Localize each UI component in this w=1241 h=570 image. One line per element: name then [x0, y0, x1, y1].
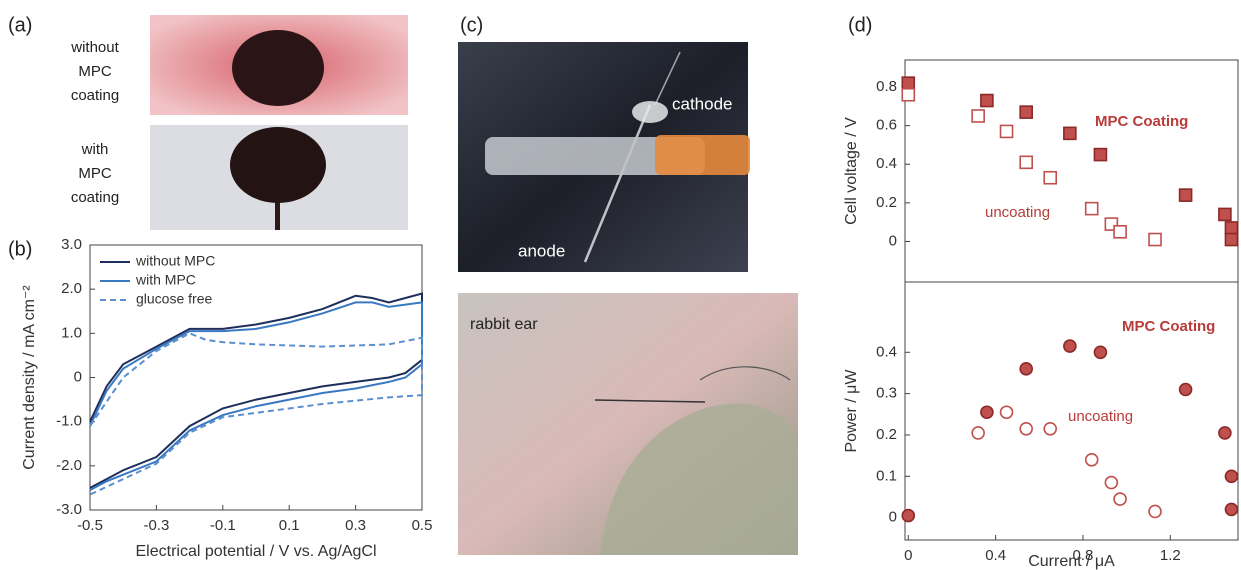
- point: [1020, 363, 1032, 375]
- y-axis-label: Cell voltage / V: [843, 117, 860, 225]
- photo-annotation: cathode: [672, 94, 733, 113]
- x-tick-label: 1.2: [1160, 547, 1181, 564]
- point: [902, 89, 914, 101]
- y-tick-label: 0.2: [876, 426, 897, 443]
- electrode-dark: [232, 30, 324, 106]
- y-tick-label: 0.3: [876, 385, 897, 402]
- electrode-dark: [230, 127, 326, 203]
- caption-line: MPC: [78, 63, 112, 80]
- caption-line: MPC: [78, 165, 112, 182]
- photo-c: [458, 42, 798, 555]
- photo-annotation: rabbit ear: [470, 316, 538, 333]
- y-tick-label: 2.0: [61, 280, 82, 297]
- x-tick-label: 0.4: [985, 547, 1006, 564]
- legend-label: with MPC: [135, 272, 196, 288]
- point: [1225, 503, 1237, 515]
- point: [1044, 423, 1056, 435]
- y-tick-label: 0.4: [876, 343, 897, 360]
- panel-label: (a): [8, 14, 32, 36]
- panel-label: (c): [460, 14, 483, 36]
- point: [1149, 234, 1161, 246]
- point: [1064, 340, 1076, 352]
- point: [1114, 493, 1126, 505]
- point: [1086, 454, 1098, 466]
- point: [972, 427, 984, 439]
- y-tick-label: 3.0: [61, 236, 82, 253]
- annotation: uncoating: [1068, 408, 1133, 425]
- point: [1219, 208, 1231, 220]
- point: [1180, 384, 1192, 396]
- x-tick-label: -0.5: [77, 517, 103, 534]
- legend-label: glucose free: [136, 291, 212, 307]
- y-tick-label: 1.0: [61, 324, 82, 341]
- x-axis-label: Current / μA: [1028, 553, 1115, 570]
- y-tick-label: 0.4: [876, 155, 897, 172]
- x-axis-label: Electrical potential / V vs. Ag/AgCl: [136, 543, 377, 560]
- point: [1086, 203, 1098, 215]
- y-tick-label: -3.0: [56, 501, 82, 518]
- point: [981, 95, 993, 107]
- point: [1219, 427, 1231, 439]
- y-axis-label: Current density / mA cm⁻²: [21, 285, 38, 470]
- point: [902, 77, 914, 89]
- panel-label: (b): [8, 238, 32, 260]
- y-tick-label: 0: [889, 232, 897, 249]
- cap: [632, 101, 668, 123]
- caption-line: without: [70, 39, 119, 56]
- y-tick-label: -1.0: [56, 413, 82, 430]
- point: [972, 110, 984, 122]
- x-tick-label: -0.3: [143, 517, 169, 534]
- y-axis-label: Power / μW: [843, 369, 860, 453]
- point: [981, 406, 993, 418]
- point: [1094, 346, 1106, 358]
- point: [1225, 222, 1237, 234]
- point: [1149, 505, 1161, 517]
- caption-line: coating: [71, 189, 119, 206]
- cv-curve: [90, 294, 422, 488]
- caption-line: with: [81, 141, 109, 158]
- point: [1180, 189, 1192, 201]
- figure: (a) (b) (c) (d) without MPC coating with…: [0, 0, 1241, 570]
- page: (a) (b) (c) (d) without MPC coating with…: [0, 0, 1241, 570]
- x-tick-label: 0.3: [345, 517, 366, 534]
- x-tick-label: 0: [904, 547, 912, 564]
- point: [1020, 156, 1032, 168]
- y-tick-label: 0: [74, 368, 82, 385]
- legend-label: without MPC: [135, 253, 215, 269]
- x-tick-label: -0.1: [210, 517, 236, 534]
- point: [1064, 127, 1076, 139]
- y-tick-label: 0.1: [876, 467, 897, 484]
- annotation: MPC Coating: [1122, 318, 1215, 335]
- y-tick-label: 0.8: [876, 78, 897, 95]
- point: [902, 510, 914, 522]
- point: [1105, 477, 1117, 489]
- annotation: MPC Coating: [1095, 113, 1188, 130]
- point: [1114, 226, 1126, 238]
- point: [1020, 423, 1032, 435]
- annotation: uncoating: [985, 204, 1050, 221]
- y-tick-label: 0.2: [876, 194, 897, 211]
- x-tick-label: 0.5: [412, 517, 433, 534]
- point: [1225, 470, 1237, 482]
- y-tick-label: -2.0: [56, 457, 82, 474]
- photo-a: [150, 15, 408, 230]
- plot-frame: [905, 60, 1238, 282]
- point: [1020, 106, 1032, 118]
- y-tick-label: 0.6: [876, 117, 897, 134]
- caption-line: coating: [71, 87, 119, 104]
- point: [1094, 149, 1106, 161]
- y-tick-label: 0: [889, 509, 897, 526]
- point: [1225, 234, 1237, 246]
- syringe-hub: [655, 135, 750, 175]
- panel-label: (d): [848, 14, 872, 36]
- point: [1001, 406, 1013, 418]
- cv-curve: [90, 302, 422, 490]
- photo-annotation: anode: [518, 241, 565, 260]
- point: [1044, 172, 1056, 184]
- point: [1001, 125, 1013, 137]
- cv-curve: [90, 333, 422, 494]
- x-tick-label: 0.1: [279, 517, 300, 534]
